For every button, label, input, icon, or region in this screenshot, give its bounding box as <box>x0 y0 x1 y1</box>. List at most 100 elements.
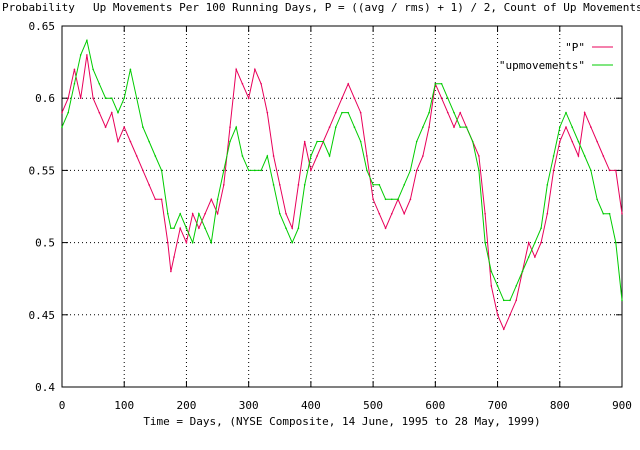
data-point <box>602 155 605 157</box>
series-lines <box>61 38 623 331</box>
data-point <box>484 212 486 215</box>
data-point <box>129 68 132 71</box>
data-point <box>440 82 443 85</box>
data-point <box>266 111 269 114</box>
data-point <box>316 155 318 157</box>
data-point <box>359 111 362 114</box>
data-point <box>415 140 418 143</box>
data-point <box>123 126 126 128</box>
data-point <box>471 140 474 143</box>
y-tick-label: 0.5 <box>35 237 55 250</box>
data-point <box>179 227 182 229</box>
data-point <box>328 155 331 157</box>
data-point <box>297 184 300 186</box>
data-point <box>328 126 331 128</box>
data-point <box>577 155 580 157</box>
y-tick-label: 0.6 <box>35 92 55 105</box>
data-point <box>170 227 172 229</box>
data-point <box>185 241 188 244</box>
y-tick-labels: 0.4 0.45 0.5 0.55 0.6 0.65 <box>29 20 56 394</box>
data-point <box>552 155 555 157</box>
data-point <box>79 97 82 99</box>
data-point <box>372 198 374 201</box>
legend-label-1: "upmovements" <box>499 59 585 72</box>
data-point <box>428 111 430 114</box>
data-point <box>590 169 592 172</box>
data-point <box>173 256 175 258</box>
data-point <box>222 184 225 186</box>
data-point <box>422 155 424 157</box>
data-point <box>73 68 76 71</box>
data-point <box>397 198 399 201</box>
data-point <box>79 54 82 56</box>
y-tick-label: 0.4 <box>35 381 55 394</box>
y-tick-label: 0.45 <box>29 309 56 322</box>
data-point <box>310 169 312 172</box>
data-point <box>496 285 499 287</box>
data-point <box>135 155 138 157</box>
data-point <box>565 111 567 114</box>
data-point <box>254 169 256 172</box>
data-point <box>254 68 256 71</box>
data-point <box>98 82 101 85</box>
data-point <box>608 212 611 215</box>
data-point <box>478 155 480 157</box>
legend-label-0: "P" <box>565 41 585 54</box>
data-point <box>596 198 598 201</box>
data-point <box>366 169 368 172</box>
data-point <box>490 270 493 273</box>
data-point <box>527 241 530 244</box>
tick-marks <box>61 25 623 388</box>
data-point <box>86 54 88 56</box>
data-point <box>210 241 213 244</box>
data-point <box>117 111 119 114</box>
data-point <box>502 328 505 331</box>
data-point <box>148 140 150 143</box>
data-point <box>67 111 70 114</box>
data-point <box>241 82 244 85</box>
data-point <box>291 241 294 244</box>
data-point <box>235 68 238 71</box>
x-tick-label: 200 <box>177 399 197 412</box>
data-point <box>378 184 381 186</box>
x-tick-label: 0 <box>59 399 66 412</box>
x-tick-label: 500 <box>363 399 383 412</box>
data-point <box>484 241 486 244</box>
data-point <box>359 140 362 143</box>
data-point <box>98 111 101 114</box>
data-point <box>422 126 424 128</box>
data-point <box>291 227 294 229</box>
data-point <box>73 82 76 85</box>
plot-border <box>61 25 623 388</box>
data-point <box>334 126 337 128</box>
data-point <box>527 256 530 258</box>
data-point <box>558 126 561 128</box>
y-tick-label: 0.55 <box>29 164 56 177</box>
data-point <box>204 212 206 215</box>
data-point <box>310 155 312 157</box>
data-point <box>534 241 536 244</box>
y-axis-label: Probability <box>2 1 75 14</box>
data-point <box>241 155 244 157</box>
data-point <box>621 212 623 215</box>
data-point <box>521 270 524 273</box>
data-point <box>403 212 406 215</box>
data-point <box>154 155 157 157</box>
data-point <box>303 184 306 186</box>
data-point <box>285 227 287 229</box>
x-tick-label: 300 <box>239 399 259 412</box>
data-point <box>110 97 113 99</box>
data-point <box>509 314 511 316</box>
data-point <box>104 97 107 99</box>
data-point <box>179 212 182 215</box>
data-point <box>621 299 623 302</box>
data-point <box>61 126 63 128</box>
data-point <box>129 140 132 143</box>
data-point <box>446 111 449 114</box>
data-point <box>446 97 449 99</box>
data-point <box>117 140 119 143</box>
data-point <box>577 140 580 143</box>
data-point <box>316 140 318 143</box>
data-point <box>92 68 94 71</box>
data-point <box>614 241 617 244</box>
